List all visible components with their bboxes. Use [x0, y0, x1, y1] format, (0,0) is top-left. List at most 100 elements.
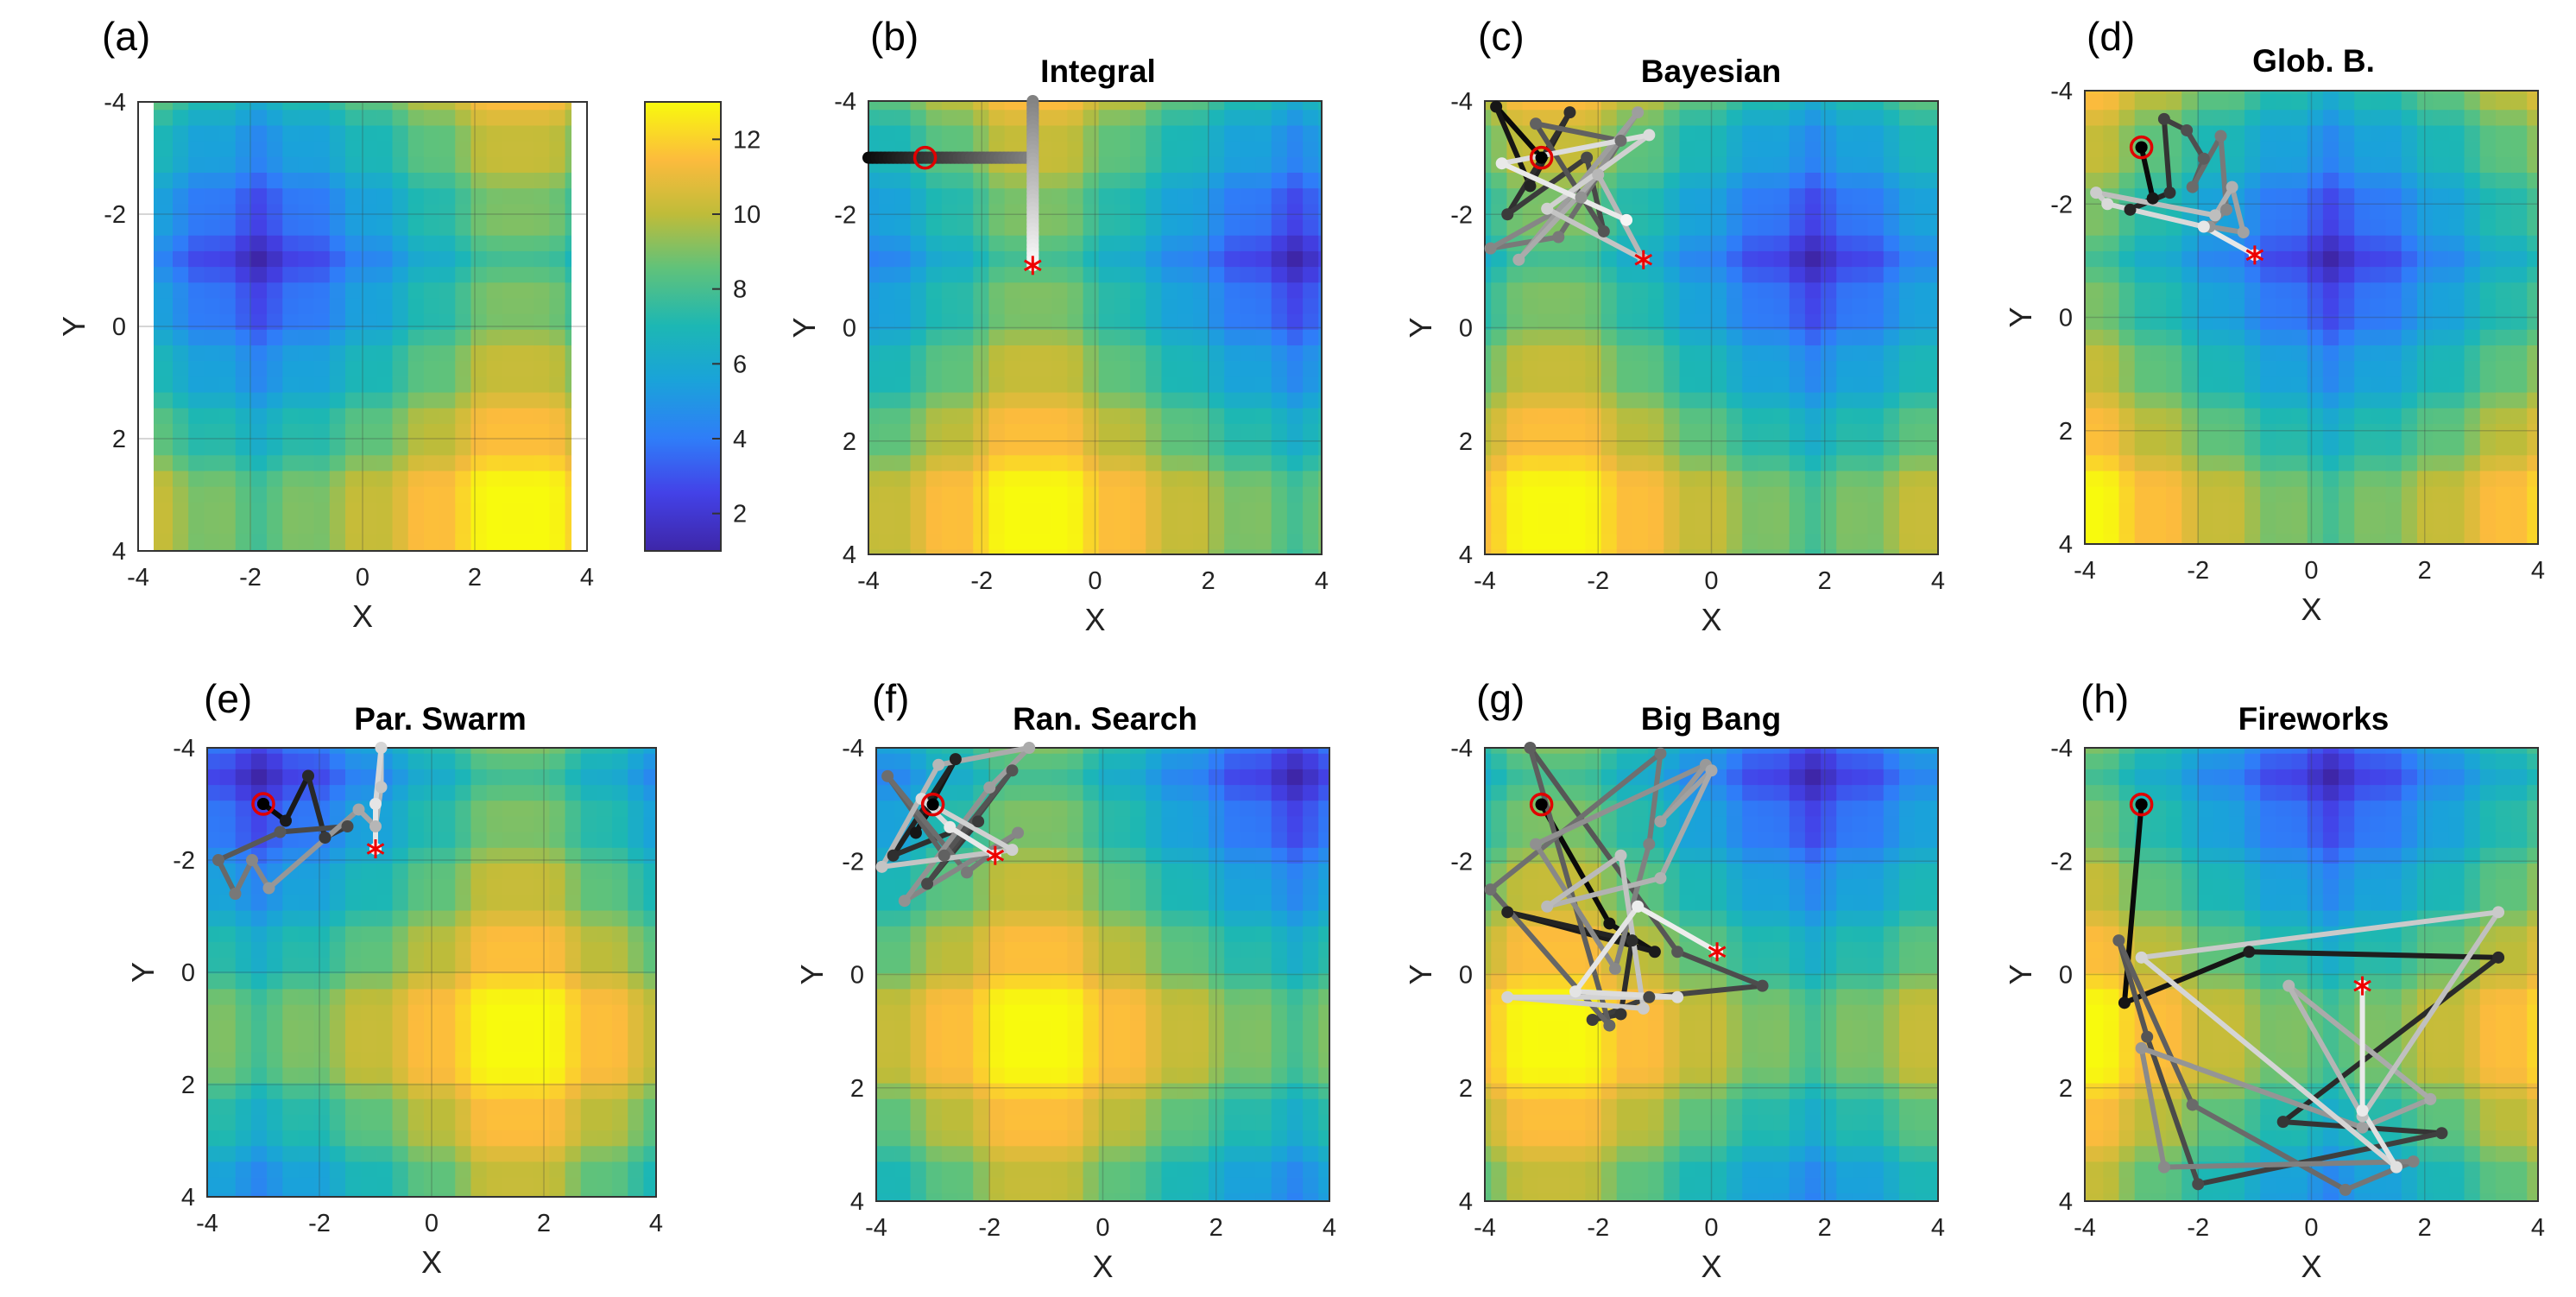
sample-point — [972, 815, 985, 828]
colorbar-tick-label: 6 — [733, 351, 747, 378]
sample-point — [1501, 208, 1514, 221]
sample-point — [1648, 946, 1661, 959]
sample-point — [1654, 815, 1667, 828]
trajectory-segment — [942, 769, 1014, 857]
start-point — [1535, 798, 1548, 811]
y-tick-label: 2 — [112, 426, 126, 453]
sample-point — [875, 860, 888, 873]
sample-point — [1626, 934, 1638, 947]
sample-point — [1608, 962, 1621, 975]
axes-box — [137, 101, 588, 552]
sample-point — [2090, 187, 2103, 199]
trajectory-segment — [2141, 909, 2499, 960]
sample-point — [2157, 1161, 2170, 1174]
colorbar-tick-label: 8 — [733, 276, 747, 304]
best-marker — [1024, 256, 1042, 275]
sample-point — [1632, 900, 1645, 913]
trajectory-segment — [2163, 1159, 2414, 1170]
start-marker — [920, 792, 945, 817]
trajectory-segment — [1646, 753, 1664, 845]
trajectory-segment — [373, 747, 384, 805]
sample-point — [2214, 130, 2227, 142]
sample-point — [375, 742, 388, 754]
trajectory-segment — [1500, 161, 1628, 223]
colorbar-tick-label: 4 — [733, 426, 747, 453]
best-marker — [366, 839, 385, 858]
sample-point — [2356, 1121, 2369, 1134]
y-tick-label: -4 — [2050, 78, 2073, 105]
heatmap — [1485, 748, 1938, 1201]
sample-point — [229, 888, 242, 900]
sample-point — [1597, 225, 1610, 237]
sample-point — [2424, 1092, 2437, 1105]
best-marker — [1634, 250, 1653, 269]
sample-point — [1643, 838, 1656, 851]
sample-point — [280, 814, 292, 827]
start-marker — [2129, 792, 2154, 817]
sample-point — [2435, 1127, 2448, 1140]
x-tick-label: 2 — [2418, 557, 2432, 585]
sample-point — [2492, 951, 2505, 964]
panel-title: Bayesian — [1641, 54, 1782, 89]
sample-point — [1012, 826, 1025, 839]
panel-title: Par. Swarm — [354, 701, 527, 737]
trajectory-segment — [2359, 1109, 2399, 1169]
x-tick-label: -4 — [2074, 1214, 2096, 1242]
y-tick-label: -2 — [1450, 201, 1473, 229]
trajectory-segment — [2287, 984, 2433, 1102]
start-marker — [251, 792, 275, 816]
panel-title: Integral — [1040, 54, 1156, 89]
x-tick-label: 0 — [2304, 1214, 2318, 1242]
heatmap — [154, 102, 571, 551]
trajectory-segment — [2249, 949, 2499, 960]
x-tick-label: 0 — [425, 1210, 439, 1237]
x-tick-label: 2 — [537, 1210, 551, 1237]
trajectory-segment — [1575, 989, 1678, 1000]
sample-point — [1541, 900, 1554, 913]
sample-point — [2186, 180, 2199, 193]
panel-b: -4 -4 -2 -2 0 0 2 2 4 4 X Y (b) Integral — [786, 14, 1329, 637]
sample-point — [1581, 151, 1594, 164]
sample-point — [1563, 106, 1576, 119]
sample-point — [944, 820, 957, 833]
trajectory-segment — [1533, 122, 1607, 233]
y-tick-label: -4 — [2050, 735, 2073, 762]
sample-point — [2181, 123, 2194, 136]
x-tick-label: 4 — [580, 564, 594, 592]
sample-point — [1603, 1019, 1616, 1032]
sample-point — [2356, 1104, 2369, 1117]
trajectory-segment — [1488, 751, 1663, 892]
trajectory-segment — [1657, 769, 1714, 880]
heatmap — [2085, 91, 2538, 544]
y-tick-label: 2 — [2059, 418, 2073, 446]
trajectory-segment — [216, 858, 238, 895]
sample-point — [1620, 213, 1633, 226]
sample-point — [2237, 226, 2250, 239]
axes-box — [206, 747, 657, 1198]
axes-box — [2084, 90, 2539, 545]
sample-point — [1484, 242, 1497, 255]
x-tick-label: -4 — [127, 564, 149, 592]
y-tick-label: 4 — [843, 541, 856, 569]
start-point — [1535, 151, 1548, 164]
trajectory-segment — [2106, 201, 2205, 230]
y-tick-label: -2 — [842, 848, 864, 876]
x-tick-label: 2 — [1818, 1214, 1832, 1242]
x-tick-label: -4 — [196, 1210, 218, 1237]
sample-point — [369, 820, 382, 832]
trajectory-segment — [1546, 876, 1662, 909]
y-tick-label: -2 — [2050, 848, 2073, 876]
sample-point — [2192, 1178, 2205, 1191]
axes-box — [868, 100, 1323, 555]
y-tick-label: 4 — [1459, 1188, 1473, 1216]
y-axis-label: Y — [1403, 317, 1438, 338]
trajectory-segment — [2360, 910, 2501, 1118]
x-tick-label: -4 — [1474, 1214, 1496, 1242]
y-axis-label: Y — [2003, 307, 2038, 327]
trajectory-segment — [1618, 940, 1635, 1015]
sample-point — [909, 826, 922, 839]
sample-point — [1637, 1002, 1650, 1015]
y-tick-label: -2 — [2050, 191, 2073, 218]
y-tick-label: -4 — [842, 735, 864, 762]
trajectory-segment — [1506, 909, 1633, 944]
